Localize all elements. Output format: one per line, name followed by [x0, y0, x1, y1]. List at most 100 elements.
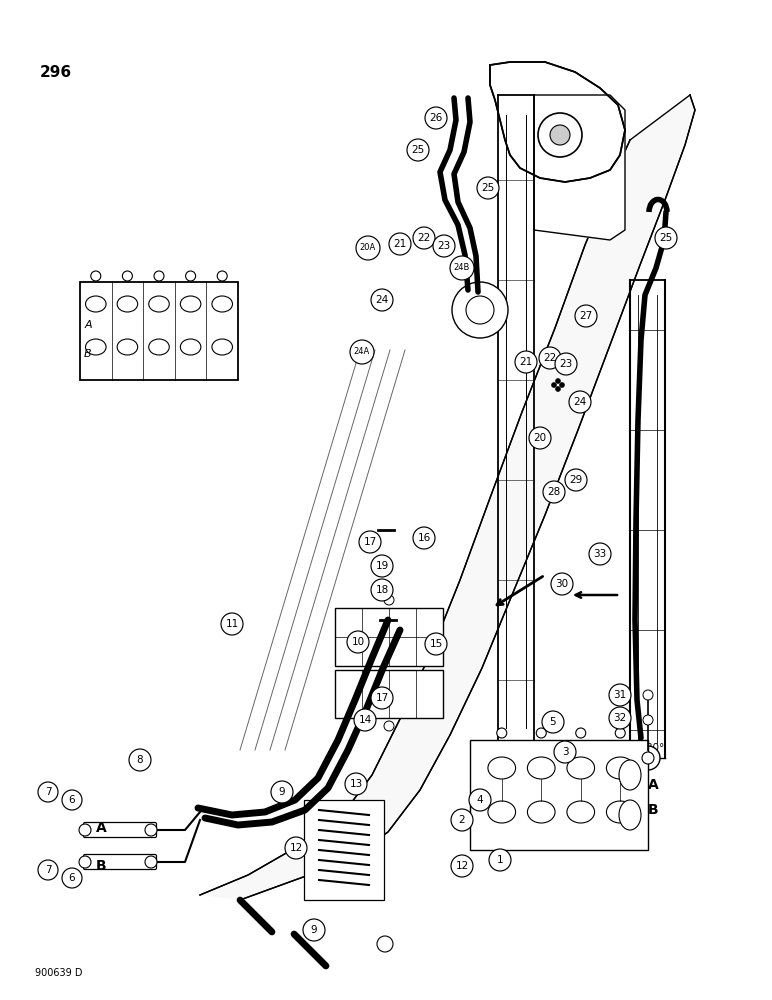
- Text: 28: 28: [547, 487, 560, 497]
- Circle shape: [356, 236, 380, 260]
- Text: 19: 19: [375, 561, 388, 571]
- Circle shape: [350, 340, 374, 364]
- Circle shape: [62, 868, 82, 888]
- Text: 7: 7: [45, 787, 51, 797]
- Circle shape: [554, 741, 576, 763]
- Text: 6: 6: [69, 795, 76, 805]
- Ellipse shape: [607, 757, 634, 779]
- Circle shape: [569, 391, 591, 413]
- Text: 6: 6: [69, 873, 76, 883]
- Circle shape: [551, 382, 557, 387]
- Circle shape: [609, 707, 631, 729]
- Text: 13: 13: [350, 779, 363, 789]
- Circle shape: [271, 781, 293, 803]
- Circle shape: [129, 749, 151, 771]
- Circle shape: [185, 271, 195, 281]
- Circle shape: [515, 351, 537, 373]
- FancyBboxPatch shape: [83, 854, 157, 869]
- Circle shape: [529, 427, 551, 449]
- Circle shape: [655, 227, 677, 249]
- Text: 33: 33: [594, 549, 607, 559]
- Text: A: A: [84, 320, 92, 330]
- Text: 4: 4: [476, 795, 483, 805]
- Circle shape: [91, 271, 101, 281]
- Text: 22: 22: [543, 353, 557, 363]
- Text: 3: 3: [562, 747, 568, 757]
- Circle shape: [221, 613, 243, 635]
- Circle shape: [79, 824, 91, 836]
- Ellipse shape: [149, 296, 169, 312]
- Text: 17: 17: [364, 537, 377, 547]
- Circle shape: [154, 271, 164, 281]
- Circle shape: [459, 270, 465, 275]
- FancyBboxPatch shape: [470, 740, 648, 850]
- Circle shape: [371, 579, 393, 601]
- Circle shape: [463, 269, 469, 274]
- Ellipse shape: [488, 801, 516, 823]
- Circle shape: [615, 728, 625, 738]
- Circle shape: [145, 824, 157, 836]
- Text: 1: 1: [496, 855, 503, 865]
- Circle shape: [560, 382, 564, 387]
- Circle shape: [303, 919, 325, 941]
- Circle shape: [643, 690, 653, 700]
- Circle shape: [79, 856, 91, 868]
- Text: 21: 21: [394, 239, 407, 249]
- FancyBboxPatch shape: [83, 822, 157, 838]
- Ellipse shape: [567, 757, 594, 779]
- Circle shape: [496, 728, 506, 738]
- Circle shape: [643, 715, 653, 725]
- Text: 23: 23: [438, 241, 451, 251]
- Circle shape: [455, 269, 461, 274]
- Ellipse shape: [488, 757, 516, 779]
- Ellipse shape: [117, 296, 137, 312]
- Text: 24A: 24A: [354, 348, 370, 357]
- Circle shape: [371, 289, 393, 311]
- Circle shape: [359, 531, 381, 553]
- Ellipse shape: [117, 339, 137, 355]
- Circle shape: [451, 809, 473, 831]
- Circle shape: [576, 728, 586, 738]
- Circle shape: [123, 271, 133, 281]
- Text: 21: 21: [520, 357, 533, 367]
- Circle shape: [463, 261, 469, 266]
- Circle shape: [466, 296, 494, 324]
- Text: 12: 12: [455, 861, 469, 871]
- Circle shape: [413, 227, 435, 249]
- Circle shape: [407, 139, 429, 161]
- Text: 30: 30: [555, 579, 568, 589]
- Circle shape: [468, 265, 472, 270]
- Text: 25: 25: [482, 183, 495, 193]
- Text: 12: 12: [290, 843, 303, 853]
- Circle shape: [589, 543, 611, 565]
- Circle shape: [425, 107, 447, 129]
- Circle shape: [542, 711, 564, 733]
- Text: 9: 9: [279, 787, 286, 797]
- Circle shape: [345, 773, 367, 795]
- Circle shape: [38, 782, 58, 802]
- Text: 16: 16: [418, 533, 431, 543]
- Circle shape: [384, 595, 394, 605]
- Text: 23: 23: [560, 359, 573, 369]
- Ellipse shape: [149, 339, 169, 355]
- Text: 24: 24: [375, 295, 388, 305]
- Circle shape: [371, 555, 393, 577]
- Text: ROTATED 180°: ROTATED 180°: [588, 743, 664, 753]
- Text: 2: 2: [459, 815, 466, 825]
- Circle shape: [62, 790, 82, 810]
- Ellipse shape: [567, 801, 594, 823]
- Ellipse shape: [527, 757, 555, 779]
- Ellipse shape: [181, 296, 201, 312]
- Circle shape: [455, 261, 461, 266]
- Text: 15: 15: [429, 639, 442, 649]
- Text: 11: 11: [225, 619, 239, 629]
- Text: 27: 27: [579, 311, 593, 321]
- Circle shape: [575, 305, 597, 327]
- Ellipse shape: [607, 801, 634, 823]
- Text: 296: 296: [40, 65, 72, 80]
- Circle shape: [636, 746, 660, 770]
- Circle shape: [469, 789, 491, 811]
- Text: A: A: [96, 821, 107, 835]
- Circle shape: [550, 125, 570, 145]
- Text: 20A: 20A: [360, 243, 376, 252]
